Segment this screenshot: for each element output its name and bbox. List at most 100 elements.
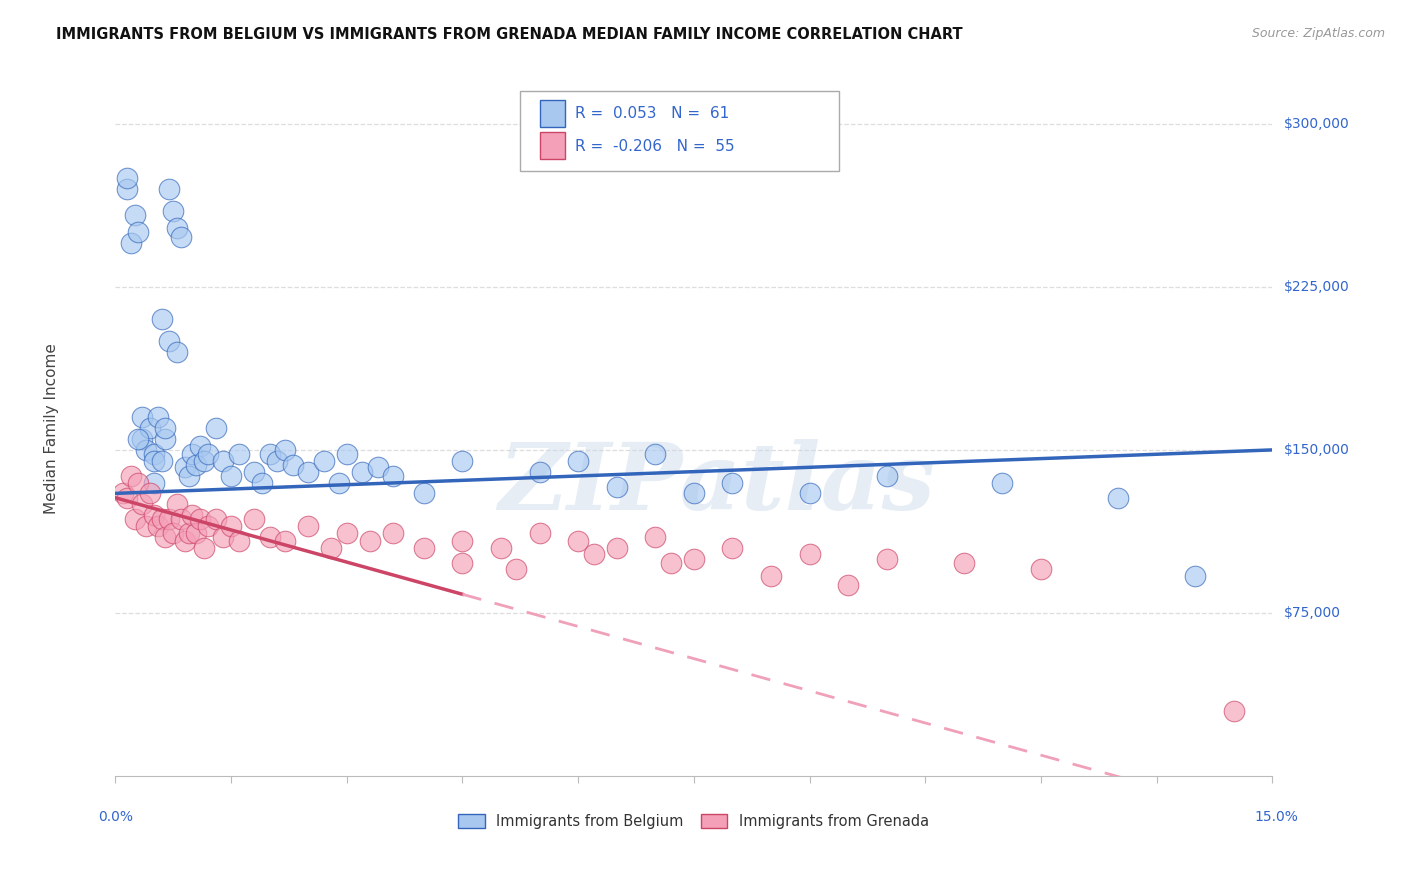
Point bbox=[799, 486, 821, 500]
Point bbox=[567, 534, 589, 549]
Point bbox=[212, 454, 235, 468]
Point bbox=[219, 519, 242, 533]
Point bbox=[382, 469, 405, 483]
Text: 0.0%: 0.0% bbox=[98, 810, 132, 824]
Point bbox=[412, 486, 434, 500]
Point bbox=[166, 345, 188, 359]
Point bbox=[489, 541, 512, 555]
Point bbox=[359, 534, 381, 549]
Point bbox=[759, 569, 782, 583]
Text: R =  -0.206   N =  55: R = -0.206 N = 55 bbox=[575, 139, 734, 154]
Point bbox=[155, 432, 177, 446]
Point bbox=[115, 182, 138, 196]
Point bbox=[124, 208, 146, 222]
Point bbox=[659, 556, 682, 570]
Point bbox=[876, 551, 898, 566]
Point bbox=[336, 525, 359, 540]
Point bbox=[281, 458, 304, 472]
Point bbox=[150, 454, 173, 468]
Point bbox=[991, 475, 1014, 490]
Point bbox=[274, 442, 297, 457]
Point bbox=[683, 551, 706, 566]
Point bbox=[204, 421, 226, 435]
Point bbox=[297, 465, 319, 479]
Point bbox=[529, 465, 551, 479]
Point bbox=[644, 530, 666, 544]
Point bbox=[142, 447, 165, 461]
Point bbox=[197, 447, 219, 461]
Point bbox=[177, 469, 200, 483]
Point bbox=[243, 465, 266, 479]
Point bbox=[135, 442, 157, 457]
Point bbox=[451, 534, 474, 549]
Point bbox=[312, 454, 335, 468]
Point bbox=[115, 491, 138, 505]
Point bbox=[567, 454, 589, 468]
Point bbox=[606, 480, 628, 494]
Point bbox=[336, 447, 359, 461]
Point bbox=[150, 312, 173, 326]
Point bbox=[644, 447, 666, 461]
Point bbox=[1223, 704, 1246, 718]
Text: R =  0.053   N =  61: R = 0.053 N = 61 bbox=[575, 106, 728, 121]
Point bbox=[124, 512, 146, 526]
Point bbox=[259, 530, 281, 544]
Point bbox=[321, 541, 343, 555]
Point bbox=[193, 454, 215, 468]
Point bbox=[177, 525, 200, 540]
Point bbox=[799, 547, 821, 561]
Point bbox=[683, 486, 706, 500]
Text: ZIPatlas: ZIPatlas bbox=[499, 439, 935, 529]
Point bbox=[197, 519, 219, 533]
Point bbox=[1184, 569, 1206, 583]
Text: $225,000: $225,000 bbox=[1284, 280, 1350, 293]
Point bbox=[837, 578, 859, 592]
Point bbox=[367, 460, 389, 475]
Point bbox=[250, 475, 273, 490]
Point bbox=[166, 221, 188, 235]
Point bbox=[135, 519, 157, 533]
Point bbox=[181, 508, 204, 523]
Point bbox=[131, 432, 153, 446]
Point bbox=[505, 562, 527, 576]
Text: IMMIGRANTS FROM BELGIUM VS IMMIGRANTS FROM GRENADA MEDIAN FAMILY INCOME CORRELAT: IMMIGRANTS FROM BELGIUM VS IMMIGRANTS FR… bbox=[56, 27, 963, 42]
Point bbox=[139, 421, 162, 435]
Point bbox=[173, 460, 195, 475]
Point bbox=[157, 512, 180, 526]
Point bbox=[186, 525, 208, 540]
Point bbox=[150, 512, 173, 526]
Text: $300,000: $300,000 bbox=[1284, 117, 1350, 131]
Point bbox=[166, 497, 188, 511]
Point bbox=[382, 525, 405, 540]
Point bbox=[352, 465, 374, 479]
Point bbox=[181, 447, 204, 461]
Point bbox=[127, 475, 149, 490]
Point bbox=[162, 203, 184, 218]
Point bbox=[204, 512, 226, 526]
Point bbox=[1029, 562, 1052, 576]
Text: Median Family Income: Median Family Income bbox=[44, 343, 59, 514]
Point bbox=[142, 508, 165, 523]
Point bbox=[529, 525, 551, 540]
Point bbox=[157, 334, 180, 349]
Point bbox=[721, 541, 744, 555]
Point bbox=[412, 541, 434, 555]
Point bbox=[139, 486, 162, 500]
Point bbox=[1107, 491, 1129, 505]
Point bbox=[266, 454, 288, 468]
Point bbox=[170, 512, 193, 526]
Legend: Immigrants from Belgium, Immigrants from Grenada: Immigrants from Belgium, Immigrants from… bbox=[453, 808, 935, 835]
Point bbox=[243, 512, 266, 526]
Point bbox=[120, 236, 142, 251]
Bar bbox=[540, 132, 565, 159]
Point bbox=[170, 230, 193, 244]
Point bbox=[173, 534, 195, 549]
Point bbox=[721, 475, 744, 490]
Point bbox=[193, 541, 215, 555]
Point bbox=[451, 556, 474, 570]
Point bbox=[228, 447, 250, 461]
Point bbox=[127, 226, 149, 240]
Point bbox=[155, 421, 177, 435]
Point bbox=[131, 497, 153, 511]
Point bbox=[219, 469, 242, 483]
